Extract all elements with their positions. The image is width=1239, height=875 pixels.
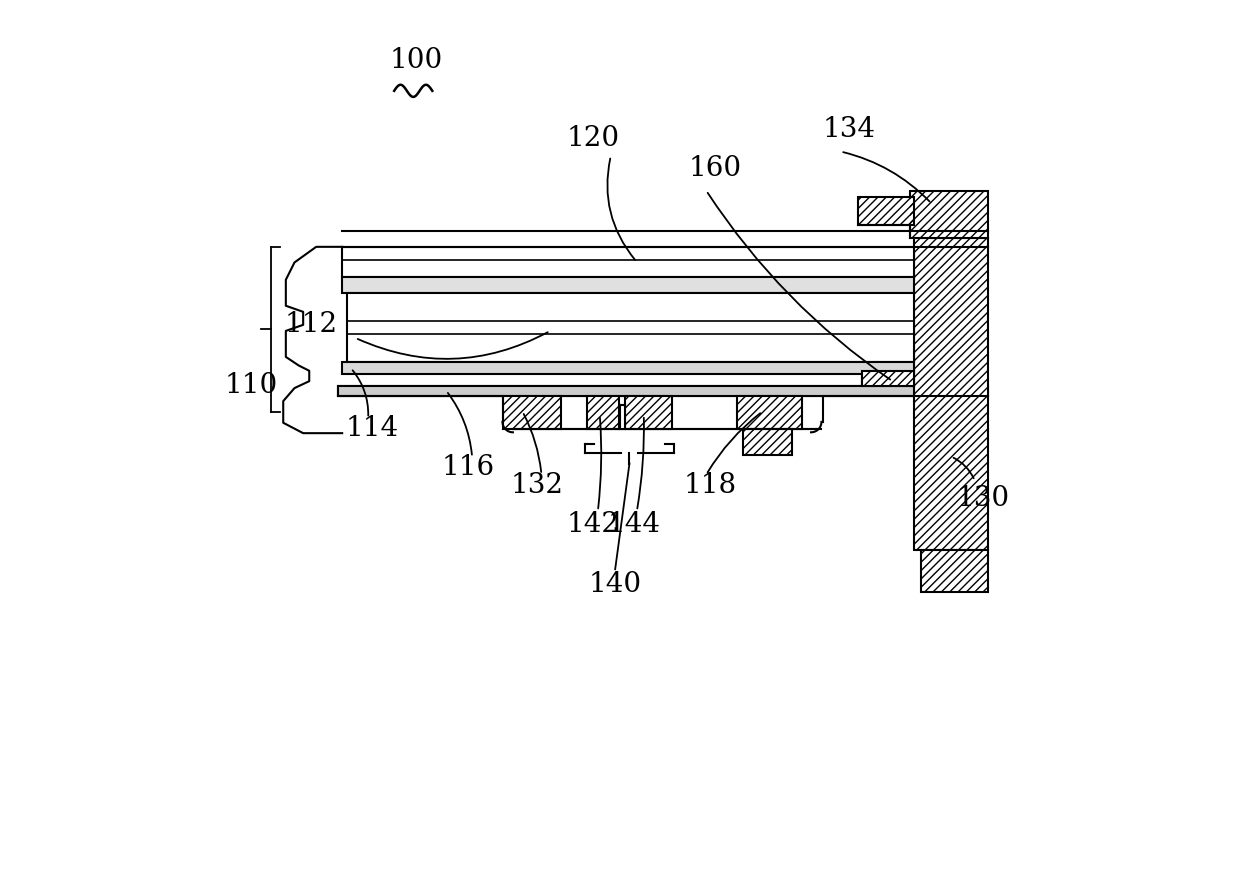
Bar: [503, 396, 561, 429]
Text: 144: 144: [608, 511, 660, 537]
Text: 160: 160: [689, 156, 741, 182]
Bar: [914, 238, 987, 550]
Text: 110: 110: [224, 372, 278, 399]
Text: 132: 132: [510, 472, 564, 499]
Bar: [620, 404, 624, 429]
Bar: [347, 293, 914, 362]
Bar: [624, 396, 673, 429]
Bar: [909, 191, 987, 238]
Bar: [624, 396, 673, 429]
Bar: [342, 277, 914, 293]
Bar: [586, 396, 620, 429]
Bar: [862, 371, 914, 386]
Bar: [743, 429, 792, 455]
Bar: [586, 396, 620, 429]
Bar: [862, 371, 914, 386]
Bar: [914, 238, 987, 550]
Text: 116: 116: [441, 454, 494, 481]
Text: 140: 140: [589, 571, 642, 598]
Text: 118: 118: [684, 472, 737, 499]
Text: 112: 112: [285, 312, 338, 339]
Bar: [342, 247, 914, 277]
Bar: [909, 191, 987, 238]
Bar: [857, 198, 914, 225]
Bar: [736, 396, 802, 429]
Bar: [342, 362, 914, 374]
Bar: [743, 429, 792, 455]
Bar: [921, 550, 987, 592]
Text: 134: 134: [823, 116, 876, 144]
Bar: [503, 396, 561, 429]
Bar: [736, 396, 802, 429]
Bar: [857, 198, 914, 225]
Text: 100: 100: [389, 47, 442, 74]
Bar: [338, 386, 987, 396]
Text: 142: 142: [567, 511, 620, 537]
Text: 130: 130: [957, 485, 1010, 512]
Bar: [862, 371, 914, 386]
Bar: [338, 386, 914, 396]
Bar: [921, 550, 987, 592]
Text: 120: 120: [567, 125, 620, 152]
Text: 114: 114: [346, 416, 399, 443]
